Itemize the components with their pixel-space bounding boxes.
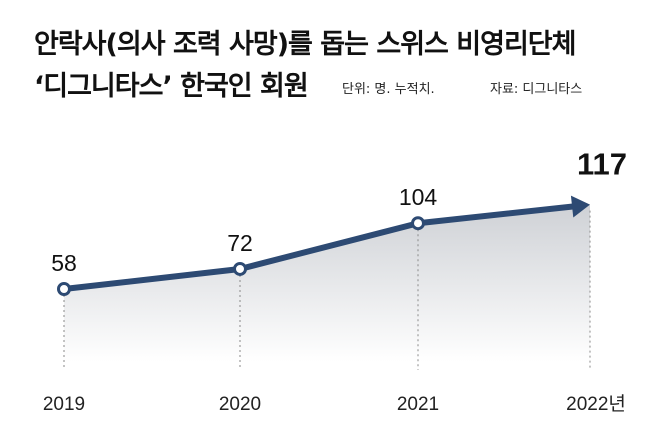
data-point-2020 bbox=[233, 261, 247, 276]
value-label-2022: 117 bbox=[577, 147, 627, 182]
x-tick-label-2021: 2021 bbox=[397, 394, 439, 415]
series-arrow-head bbox=[570, 195, 590, 218]
chart-title-line-1: 안락사(의사 조력 사망)를 돕는 스위스 비영리단체 bbox=[34, 29, 576, 60]
chart-title-line-2: ‘디그니타스’ 한국인 회원 bbox=[34, 71, 309, 102]
value-label-2019: 58 bbox=[51, 250, 77, 276]
x-tick-label-2019: 2019 bbox=[43, 394, 85, 415]
source-note: 자료: 디그니타스 bbox=[490, 82, 583, 97]
value-label-2021: 104 bbox=[399, 184, 438, 210]
area-fill bbox=[64, 204, 590, 362]
x-tick-label-2020: 2020 bbox=[219, 394, 261, 415]
value-label-2020: 72 bbox=[227, 230, 253, 256]
unit-note: 단위: 명. 누적치. bbox=[342, 82, 435, 97]
x-tick-label-2022: 2022년 bbox=[566, 393, 626, 415]
series-line bbox=[61, 203, 578, 292]
data-point-2019 bbox=[57, 282, 71, 296]
data-point-2021 bbox=[411, 216, 425, 231]
